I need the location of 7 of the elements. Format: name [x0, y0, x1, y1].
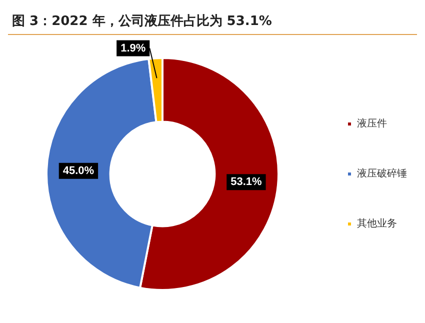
chart-title: 图 3：2022 年，公司液压件占比为 53.1%: [11, 12, 273, 31]
legend-label: 其他业务: [357, 218, 397, 230]
legend-label: 液压件: [357, 118, 387, 130]
data-label: 53.1%: [230, 176, 262, 188]
legend-label: 液压破碎锤: [357, 168, 407, 180]
data-label: 45.0%: [62, 164, 94, 177]
data-label: 1.9%: [120, 42, 146, 54]
